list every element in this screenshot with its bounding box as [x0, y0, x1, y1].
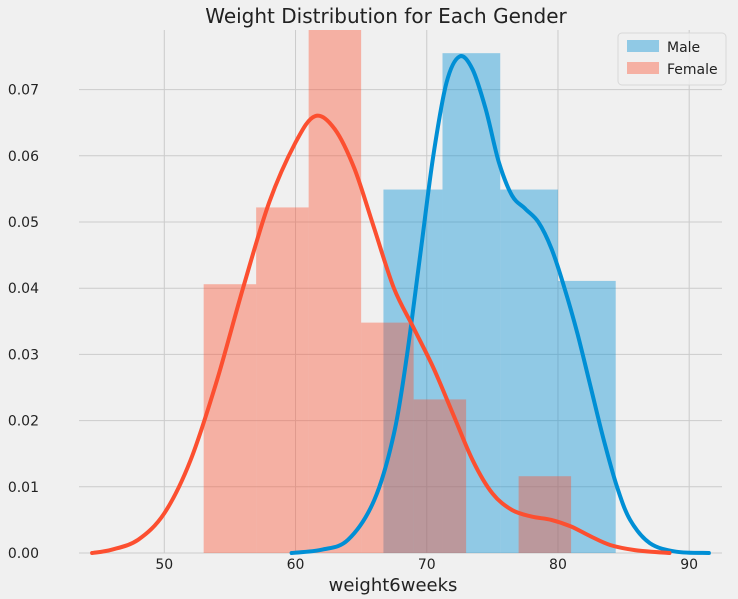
- male-histogram-bar: [557, 280, 616, 553]
- x-tick-label: 50: [155, 557, 173, 573]
- y-tick-label: 0.06: [8, 149, 39, 165]
- female-legend-swatch: [627, 62, 659, 74]
- legend-box: [617, 32, 727, 86]
- y-tick-label: 0.01: [8, 480, 39, 496]
- female-histogram-bar: [308, 30, 362, 553]
- y-tick-label: 0.04: [8, 281, 39, 297]
- y-tick-label: 0.07: [8, 83, 39, 99]
- x-tick-label: 70: [418, 557, 436, 573]
- y-tick-label: 0.03: [8, 347, 39, 363]
- female-kde-line: [90, 113, 672, 555]
- histogram-bars: [203, 30, 616, 553]
- y-tick-label: 0.05: [8, 215, 39, 231]
- female-legend-label: Female: [667, 62, 718, 78]
- chart-title: Weight Distribution for Each Gender: [205, 4, 567, 28]
- x-tick-labels: 50 60 70 80 90: [155, 557, 698, 573]
- x-tick-label: 90: [680, 557, 698, 573]
- x-tick-label: 60: [287, 557, 305, 573]
- male-histogram-bar: [500, 189, 558, 553]
- grid: [79, 30, 722, 554]
- legend: Male Female: [617, 32, 727, 86]
- male-kde-line: [289, 54, 711, 555]
- kde-curves: [90, 54, 711, 555]
- female-histogram-bar: [256, 207, 309, 553]
- male-histogram-bar: [383, 189, 443, 553]
- male-legend-swatch: [627, 40, 659, 52]
- male-legend-label: Male: [667, 40, 700, 56]
- female-histogram-bar: [203, 284, 257, 553]
- y-tick-labels: 0.00 0.01 0.02 0.03 0.04 0.05 0.06 0.07: [8, 83, 39, 562]
- x-axis-label: weight6weeks: [329, 575, 458, 596]
- x-tick-label: 80: [549, 557, 567, 573]
- y-tick-label: 0.00: [8, 546, 39, 562]
- y-tick-label: 0.02: [8, 414, 39, 430]
